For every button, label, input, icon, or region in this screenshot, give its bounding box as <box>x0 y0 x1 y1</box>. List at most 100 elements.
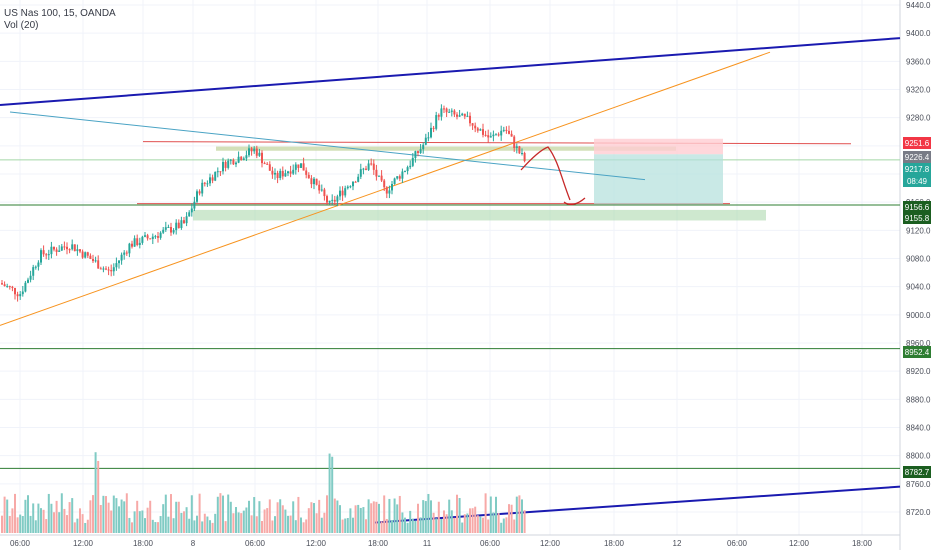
volume-bar <box>146 507 149 533</box>
volume-bar <box>502 518 505 533</box>
candle-body <box>515 146 518 148</box>
volume-bar <box>440 518 443 533</box>
candle-body <box>24 282 27 292</box>
volume-bar <box>118 506 120 533</box>
candle-body <box>53 246 55 250</box>
candle-body <box>242 158 245 160</box>
volume-bar <box>79 508 81 533</box>
time-tick-label: 06:00 <box>10 539 31 548</box>
volume-bar <box>40 508 42 533</box>
candle-body <box>443 108 445 110</box>
volume-bar <box>326 495 328 533</box>
volume-bar <box>211 522 214 533</box>
volume-bar <box>105 496 107 533</box>
candle-body <box>261 152 263 164</box>
candle-body <box>177 222 180 228</box>
candle-body <box>120 254 123 261</box>
volume-bar <box>125 493 128 533</box>
price-label-tag <box>903 201 931 213</box>
candle-body <box>3 284 6 287</box>
candle-body <box>50 246 53 255</box>
volume-bar <box>99 504 102 533</box>
candle-body <box>97 260 100 269</box>
candle-body <box>508 130 510 134</box>
candle-body <box>151 236 154 239</box>
volume-bar <box>427 493 430 533</box>
candle-body <box>125 252 128 254</box>
volume-bar <box>466 513 469 533</box>
candle-body <box>224 161 227 168</box>
candle-body <box>19 294 22 297</box>
volume-bar <box>253 497 256 533</box>
volume-bar <box>307 508 310 533</box>
volume-bar <box>245 507 248 533</box>
volume-bar <box>456 494 458 533</box>
candle-body <box>297 164 300 168</box>
volume-bar <box>297 496 300 533</box>
candle-body <box>58 250 61 252</box>
volume-bar <box>263 509 266 533</box>
candle-body <box>63 246 66 248</box>
candle-body <box>323 189 326 197</box>
volume-bar <box>271 520 274 533</box>
volume-bar <box>50 503 53 533</box>
candle-body <box>315 178 318 185</box>
volume-indicator-label: Vol (20) <box>4 20 39 31</box>
price-label-text: 9251.6 <box>905 139 930 148</box>
candle-body <box>359 169 362 177</box>
candle-body <box>502 129 505 131</box>
volume-bar <box>242 510 245 533</box>
candle-body <box>55 249 58 252</box>
volume-bar <box>141 510 144 533</box>
volume-bar <box>55 500 58 533</box>
volume-bar <box>336 500 339 533</box>
candle-body <box>279 170 282 179</box>
volume-bar <box>378 503 380 533</box>
volume-bar <box>489 496 492 533</box>
price-tick-label: 9400.0 <box>906 29 931 38</box>
candle-body <box>430 127 432 138</box>
candle-body <box>463 113 466 117</box>
candle-body <box>92 258 94 262</box>
volume-bar <box>479 516 482 533</box>
volume-bar <box>346 518 349 533</box>
volume-bar <box>115 498 118 533</box>
volume-bar <box>6 499 9 533</box>
volume-bar <box>159 516 162 533</box>
candle-body <box>474 125 477 129</box>
volume-bar <box>354 505 357 533</box>
candle-body <box>461 113 464 116</box>
candle-body <box>237 156 240 163</box>
volume-bar <box>11 508 14 533</box>
candle-body <box>105 268 107 270</box>
candle-body <box>123 252 126 255</box>
candle-body <box>469 115 471 124</box>
volume-bar <box>281 505 284 533</box>
volume-bar <box>232 513 235 533</box>
volume-bar <box>94 452 97 533</box>
candle-body <box>453 110 456 115</box>
candle-body <box>422 144 425 150</box>
candle-body <box>492 134 495 137</box>
candle-body <box>175 222 178 231</box>
time-tick-label: 12 <box>673 539 682 548</box>
candle-body <box>349 186 352 188</box>
volume-bar <box>333 498 336 533</box>
volume-bar <box>500 522 503 533</box>
candle-body <box>47 254 50 256</box>
candle-body <box>300 163 302 168</box>
candle-body <box>495 134 497 136</box>
projection-arrow <box>520 146 586 206</box>
price-label-tag <box>903 175 931 187</box>
candle-body <box>435 115 438 129</box>
volume-bar <box>196 515 198 533</box>
candle-body <box>505 129 508 131</box>
volume-bar <box>47 493 50 533</box>
volume-bar <box>149 500 152 533</box>
volume-bar <box>53 512 55 533</box>
candle-body <box>209 177 211 184</box>
volume-bar <box>370 503 373 533</box>
time-tick-label: 11 <box>423 539 432 548</box>
time-tick-label: 18:00 <box>368 539 389 548</box>
